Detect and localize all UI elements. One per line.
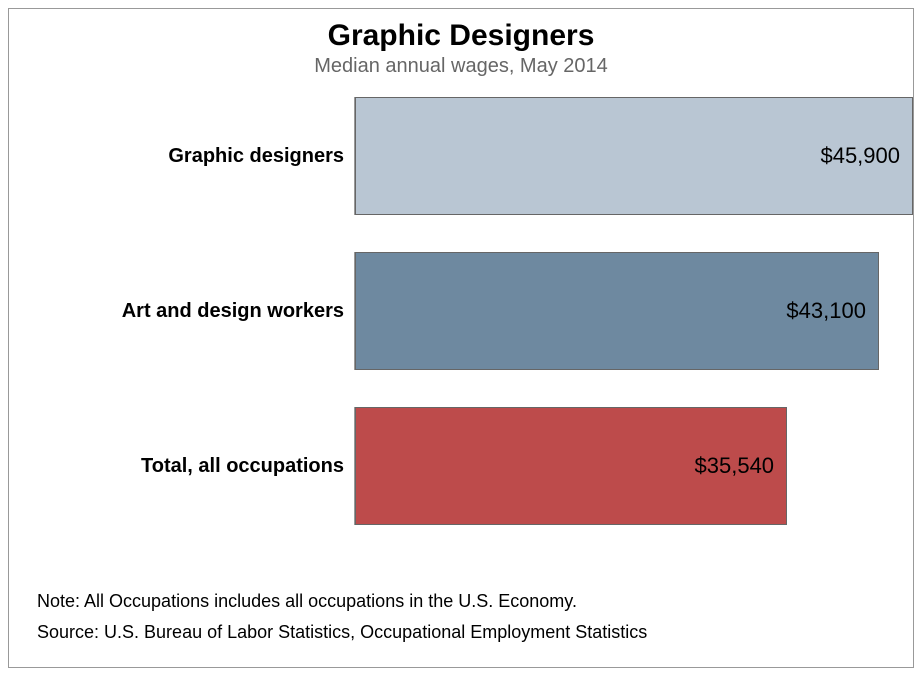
bar-row: Total, all occupations $35,540	[9, 406, 913, 526]
plot-area: Graphic designers $45,900 Art and design…	[9, 96, 913, 581]
chart-title: Graphic Designers	[9, 19, 913, 53]
note-line: Note: All Occupations includes all occup…	[37, 591, 885, 612]
bar-label: Graphic designers	[9, 145, 354, 168]
bar-row: Art and design workers $43,100	[9, 251, 913, 371]
bar-total-occupations: $35,540	[355, 407, 787, 525]
chart-subtitle: Median annual wages, May 2014	[9, 55, 913, 78]
bar-art-design-workers: $43,100	[355, 252, 879, 370]
bar-value: $45,900	[820, 143, 900, 169]
bar-value: $43,100	[786, 298, 866, 324]
bar-label: Total, all occupations	[9, 455, 354, 478]
bar-label: Art and design workers	[9, 300, 354, 323]
chart-container: Graphic Designers Median annual wages, M…	[8, 8, 914, 668]
bar-track: $45,900	[354, 97, 913, 215]
footer-notes: Note: All Occupations includes all occup…	[9, 581, 913, 667]
bar-row: Graphic designers $45,900	[9, 96, 913, 216]
bar-value: $35,540	[695, 453, 775, 479]
source-line: Source: U.S. Bureau of Labor Statistics,…	[37, 622, 885, 643]
bar-graphic-designers: $45,900	[355, 97, 913, 215]
bar-track: $35,540	[354, 407, 913, 525]
bar-track: $43,100	[354, 252, 913, 370]
